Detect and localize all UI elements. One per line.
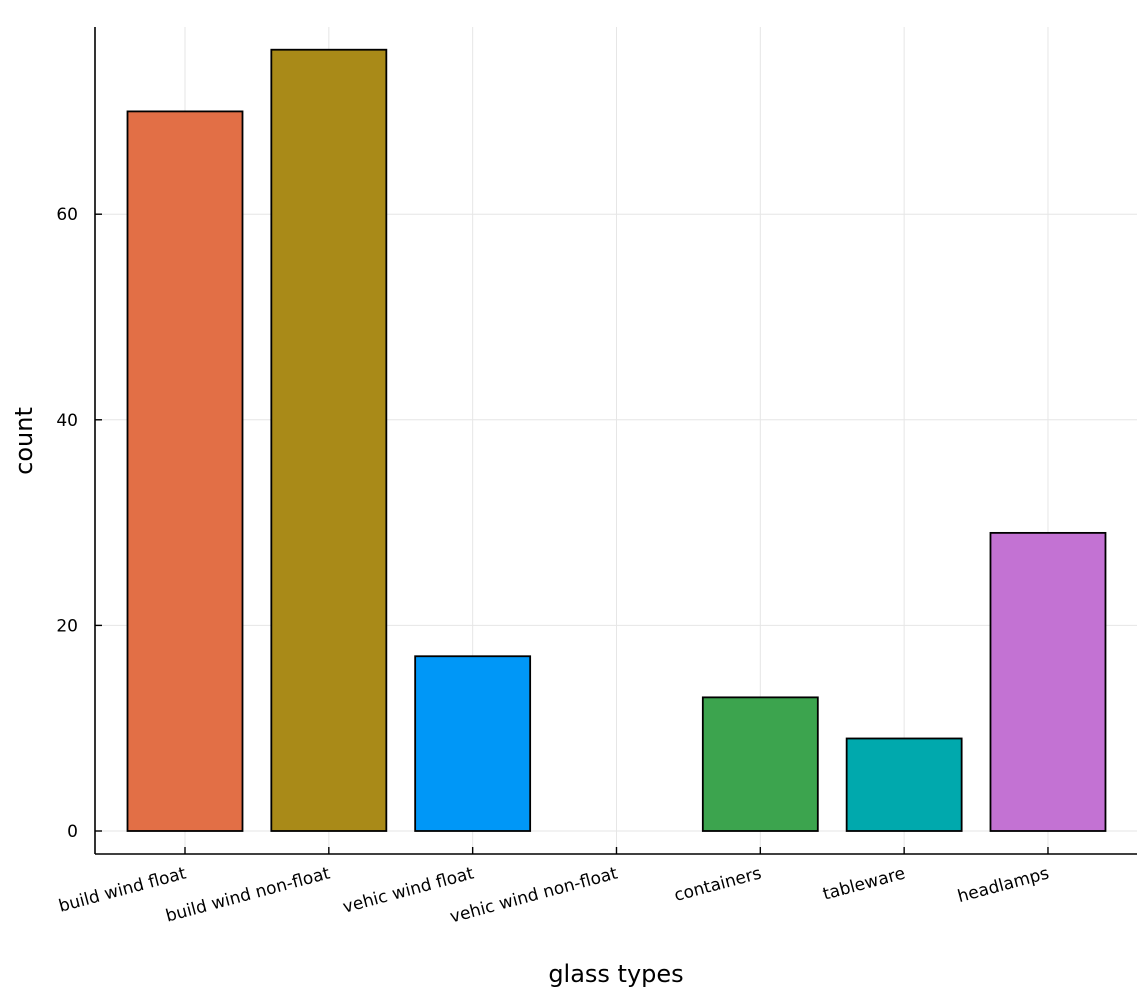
x-tick-label: tableware	[821, 864, 908, 905]
bar	[270, 48, 388, 832]
x-tick-label: vehic wind non-float	[448, 863, 620, 927]
y-tick-label: 60	[56, 205, 78, 225]
y-tick-label: 40	[56, 411, 78, 431]
y-axis-title: count	[10, 407, 38, 475]
y-tick-label: 0	[67, 822, 78, 842]
x-tick-label: headlamps	[955, 863, 1051, 907]
bar	[701, 696, 819, 832]
y-tick-label: 20	[56, 616, 78, 636]
x-tick-label: build wind non-float	[164, 863, 333, 926]
bar	[414, 655, 532, 832]
grid-lines	[95, 27, 1137, 854]
bar	[845, 737, 963, 832]
x-tick-label: containers	[672, 863, 764, 905]
x-axis-title: glass types	[548, 960, 683, 988]
y-ticks: 0 20 40 60	[56, 205, 102, 842]
bar	[989, 531, 1107, 832]
bar	[126, 110, 244, 832]
bars	[126, 48, 1107, 832]
